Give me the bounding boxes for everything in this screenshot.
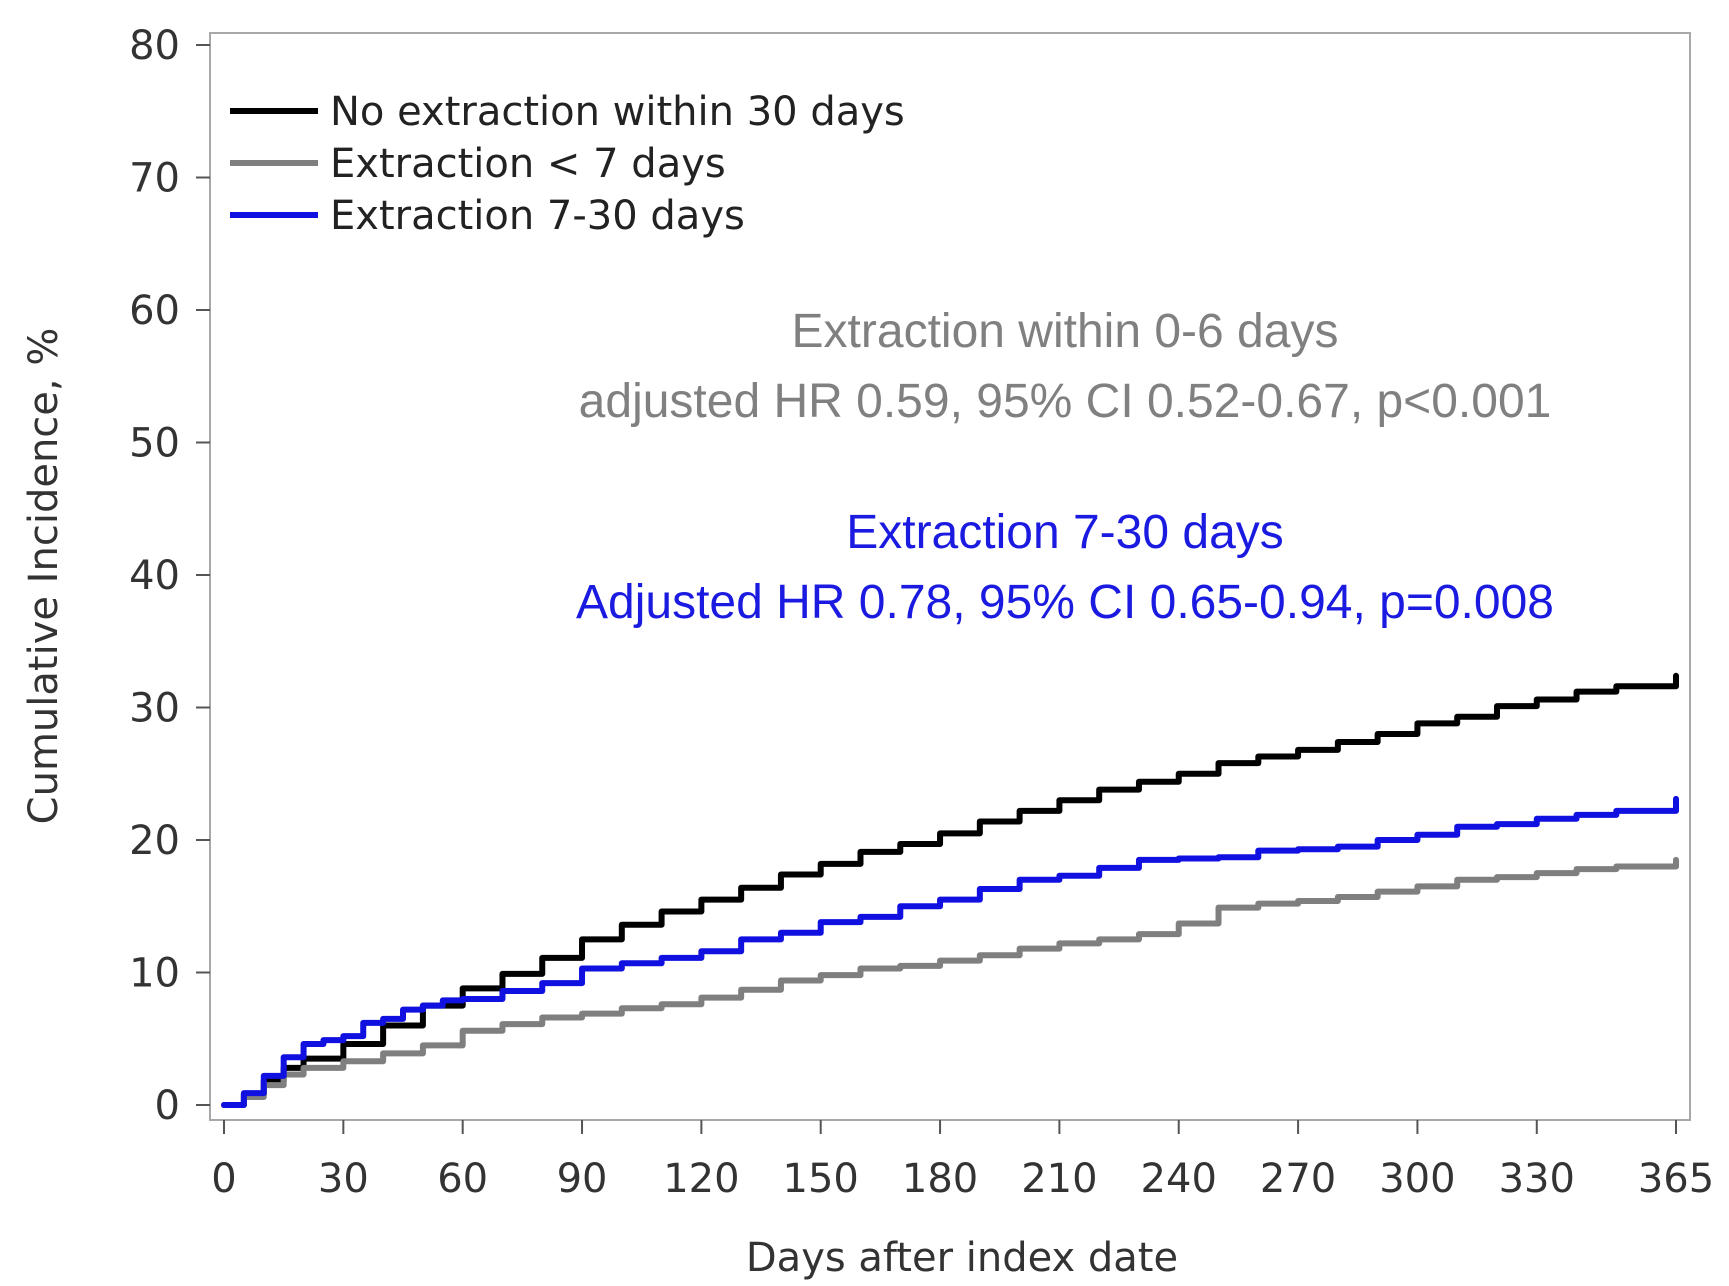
series-line-3 [221,795,1679,1108]
legend-label-2: Extraction < 7 days [330,141,726,187]
annotations: Extraction within 0-6 days adjusted HR 0.… [576,305,1554,629]
y-tick-label-40: 40 [129,553,180,599]
x-tick-label-365: 365 [1638,1156,1714,1202]
x-axis: 0 30 60 90 120 150 180 210 240 270 300 330 365 [211,1120,1714,1202]
x-tick-label-90: 90 [557,1156,608,1202]
x-tick-label-0: 0 [211,1156,236,1202]
y-tick-label-50: 50 [129,421,180,467]
x-tick-label-30: 30 [318,1156,369,1202]
y-tick-label-30: 30 [129,686,180,732]
x-tick-label-270: 270 [1260,1156,1336,1202]
series-line-2 [221,856,1679,1108]
x-tick-label-180: 180 [902,1156,978,1202]
annotation-1-line-2: adjusted HR 0.59, 95% CI 0.52-0.67, p<0.… [579,375,1552,428]
legend-label-1: No extraction within 30 days [330,89,905,135]
annotation-2-line-2: Adjusted HR 0.78, 95% CI 0.65-0.94, p=0.… [576,576,1554,629]
y-tick-label-20: 20 [129,818,180,864]
plot-frame [209,32,1691,1121]
y-axis-title: Cumulative Incidence, % [21,328,67,825]
x-tick-label-120: 120 [663,1156,739,1202]
y-tick-label-0: 0 [155,1083,180,1129]
annotation-2-line-1: Extraction 7-30 days [846,506,1284,559]
series-line-1 [221,672,1679,1108]
y-tick-label-60: 60 [129,288,180,334]
annotation-1-line-1: Extraction within 0-6 days [792,305,1339,358]
y-axis: 0 10 20 30 40 50 60 70 80 [129,23,210,1129]
y-tick-label-80: 80 [129,23,180,69]
x-tick-label-330: 330 [1499,1156,1575,1202]
legend: No extraction within 30 days Extraction <… [230,89,905,239]
x-tick-label-240: 240 [1141,1156,1217,1202]
x-tick-label-300: 300 [1379,1156,1455,1202]
x-tick-label-210: 210 [1021,1156,1097,1202]
legend-label-3: Extraction 7-30 days [330,193,745,239]
x-tick-label-150: 150 [783,1156,859,1202]
x-axis-title: Days after index date [746,1235,1178,1281]
series-layer [221,672,1679,1108]
y-tick-label-10: 10 [129,951,180,997]
y-tick-label-70: 70 [129,156,180,202]
x-tick-label-60: 60 [437,1156,488,1202]
